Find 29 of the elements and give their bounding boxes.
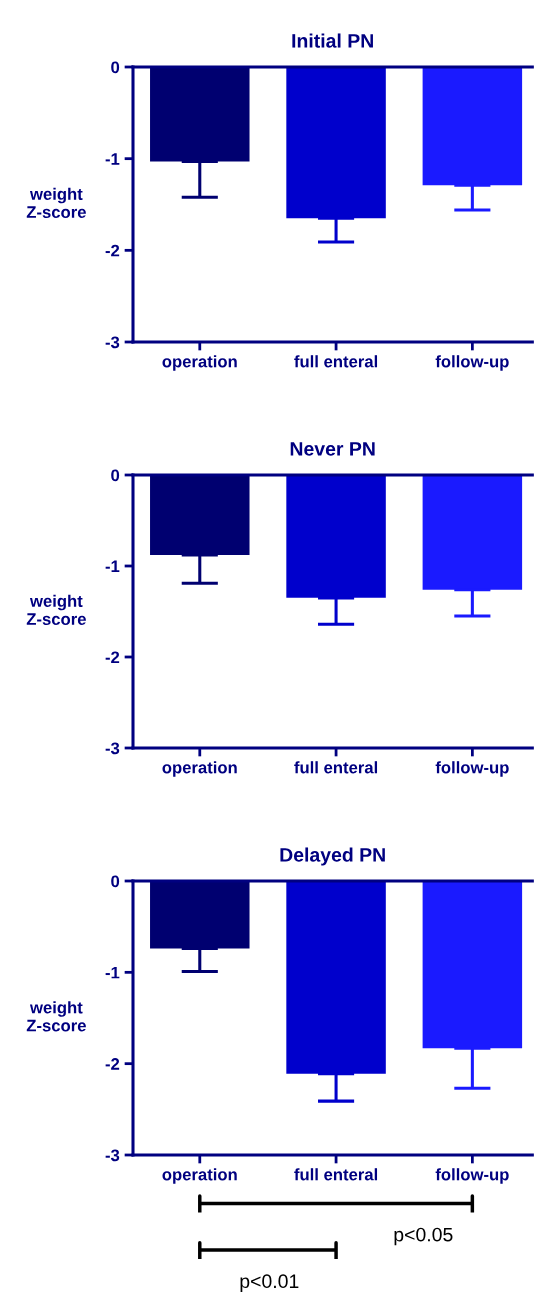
y-tick-label: -3 (105, 1149, 120, 1162)
y-axis-title: weight Z-score (26, 1001, 86, 1032)
y-axis-title: weight Z-score (26, 187, 86, 218)
y-tick-label: 0 (111, 469, 120, 482)
y-tick-label: -1 (105, 560, 120, 573)
x-tick-label: full enteral (294, 761, 378, 774)
y-tick-label: 0 (111, 61, 120, 74)
chart-title: Never PN (290, 442, 375, 456)
x-tick-label: follow-up (435, 761, 509, 777)
x-tick-label: full enteral (294, 355, 378, 368)
chart-title: Delayed PN (280, 847, 385, 866)
x-tick-label: operation (162, 761, 237, 777)
y-tick-label: -2 (105, 244, 120, 257)
y-tick-label: -2 (105, 651, 120, 664)
y-axis-title: weight Z-score (26, 594, 86, 625)
x-tick-label: follow-up (435, 355, 509, 371)
x-tick-label: operation (162, 1168, 237, 1184)
y-tick-label: -2 (105, 1058, 120, 1070)
x-tick-label: operation (162, 355, 237, 371)
x-tick-label: follow-up (435, 1168, 509, 1184)
y-tick-label: 0 (111, 875, 120, 888)
text: p<0.01 (240, 1274, 299, 1292)
x-tick-label: full enteral (294, 1168, 378, 1181)
y-tick-label: -3 (105, 336, 120, 349)
y-tick-label: -1 (105, 966, 120, 979)
text: p<0.05 (394, 1227, 453, 1246)
y-tick-label: -1 (105, 153, 120, 165)
y-tick-label: -3 (105, 742, 120, 755)
chart-title: Initial PN (292, 33, 373, 48)
